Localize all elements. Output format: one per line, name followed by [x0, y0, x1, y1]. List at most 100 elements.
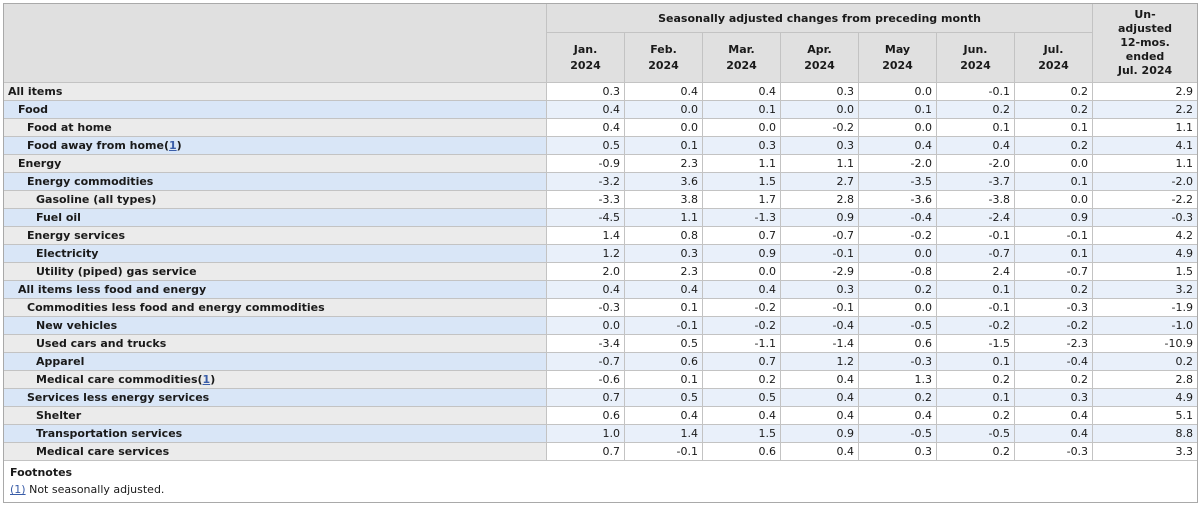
data-cell: -0.2: [937, 317, 1015, 335]
data-cell: 0.2: [937, 371, 1015, 389]
data-cell: 0.4: [547, 281, 625, 299]
row-label: Energy commodities: [4, 173, 547, 191]
row-label: Food away from home(1): [4, 137, 547, 155]
data-cell: -0.1: [937, 227, 1015, 245]
row-label: Commodities less food and energy commodi…: [4, 299, 547, 317]
data-cell: 0.2: [1015, 281, 1094, 299]
data-cell: 0.2: [937, 101, 1015, 119]
data-cell: 0.1: [625, 137, 703, 155]
table-row: Used cars and trucks -3.4 0.5 -1.1 -1.4 0.6 -1…: [4, 335, 1197, 353]
data-cell: 2.8: [781, 191, 859, 209]
data-cell: 0.5: [547, 137, 625, 155]
data-cell: 0.3: [781, 281, 859, 299]
unadjusted-header: Un- adjusted 12-mos. ended Jul. 2024: [1093, 4, 1197, 83]
data-cell: 0.6: [859, 335, 937, 353]
data-cell: 1.2: [547, 245, 625, 263]
data-cell: 0.3: [781, 83, 859, 101]
month-header: Jan. 2024: [547, 33, 625, 83]
unadjusted-cell: 1.1: [1093, 155, 1197, 173]
data-cell: -0.1: [1015, 227, 1094, 245]
table-row: New vehicles 0.0 -0.1 -0.2 -0.4 -0.5 -0.2 -0.2-…: [4, 317, 1197, 335]
data-cell: -0.3: [547, 299, 625, 317]
data-cell: 0.4: [625, 281, 703, 299]
month-header: May 2024: [859, 33, 937, 83]
footnotes-title: Footnotes: [10, 466, 73, 479]
data-cell: 0.1: [703, 101, 781, 119]
data-cell: -0.3: [1015, 443, 1094, 461]
unadjusted-cell: 4.1: [1093, 137, 1197, 155]
unadjusted-cell: 3.2: [1093, 281, 1197, 299]
data-cell: 1.1: [781, 155, 859, 173]
data-cell: 0.1: [937, 353, 1015, 371]
footnotes-list: (1) Not seasonally adjusted.: [10, 483, 1197, 496]
row-label: Fuel oil: [4, 209, 547, 227]
data-cell: -1.5: [937, 335, 1015, 353]
unadjusted-cell: -2.0: [1093, 173, 1197, 191]
data-cell: 0.4: [1015, 407, 1094, 425]
unadjusted-cell: 0.2: [1093, 353, 1197, 371]
data-cell: -2.0: [937, 155, 1015, 173]
data-cell: 0.2: [1015, 137, 1094, 155]
data-cell: 0.2: [1015, 83, 1094, 101]
footnote-marker-link[interactable]: (1): [10, 483, 26, 496]
table-row: Energy commodities -3.2 3.6 1.5 2.7 -3.5 -3.7 0…: [4, 173, 1197, 191]
data-cell: 0.4: [781, 407, 859, 425]
unadjusted-cell: 5.1: [1093, 407, 1197, 425]
stub-header: [4, 4, 547, 83]
data-cell: 0.4: [781, 443, 859, 461]
data-cell: 0.4: [547, 101, 625, 119]
unadjusted-cell: 1.5: [1093, 263, 1197, 281]
data-cell: 0.4: [781, 371, 859, 389]
data-cell: 1.4: [547, 227, 625, 245]
table-row: All items 0.3 0.4 0.4 0.3 0.0 -0.1 0.2 2.9: [4, 83, 1197, 101]
data-cell: 0.4: [781, 389, 859, 407]
data-cell: -1.3: [703, 209, 781, 227]
footnote-link[interactable]: 1: [202, 373, 211, 386]
data-cell: 0.5: [625, 389, 703, 407]
data-cell: -3.8: [937, 191, 1015, 209]
data-cell: 0.4: [625, 407, 703, 425]
data-cell: 0.4: [703, 281, 781, 299]
data-cell: 3.8: [625, 191, 703, 209]
data-cell: 1.4: [625, 425, 703, 443]
data-cell: -0.2: [781, 119, 859, 137]
data-cell: 1.2: [781, 353, 859, 371]
data-cell: 0.7: [547, 389, 625, 407]
table-row: Transportation services 1.0 1.4 1.5 0.9 -0.5-…: [4, 425, 1197, 443]
data-cell: 0.1: [937, 389, 1015, 407]
unadjusted-cell: 8.8: [1093, 425, 1197, 443]
data-cell: -2.0: [859, 155, 937, 173]
row-label: Gasoline (all types): [4, 191, 547, 209]
month-header: Jul. 2024: [1015, 33, 1094, 83]
data-cell: 0.1: [859, 101, 937, 119]
unadjusted-cell: 2.2: [1093, 101, 1197, 119]
data-cell: -0.5: [937, 425, 1015, 443]
table-row: Food 0.4 0.0 0.1 0.0 0.1 0.2 0.2 2.2: [4, 101, 1197, 119]
data-cell: 0.0: [625, 119, 703, 137]
data-cell: 0.0: [703, 119, 781, 137]
footnote-link[interactable]: 1: [168, 139, 177, 152]
data-cell: 0.0: [1015, 191, 1094, 209]
data-cell: 0.3: [625, 245, 703, 263]
data-cell: 1.5: [703, 173, 781, 191]
table-row: Food at home 0.4 0.0 0.0 -0.2 0.0 0.1 0.1 1.1: [4, 119, 1197, 137]
row-label: Energy: [4, 155, 547, 173]
unadjusted-cell: 2.8: [1093, 371, 1197, 389]
cpi-data-table: Seasonally adjusted changes from precedi…: [4, 4, 1197, 461]
unadjusted-cell: 4.9: [1093, 245, 1197, 263]
row-label: Utility (piped) gas service: [4, 263, 547, 281]
month-header: Jun. 2024: [937, 33, 1015, 83]
data-cell: 0.6: [625, 353, 703, 371]
data-cell: -0.1: [625, 317, 703, 335]
cpi-table-container: Seasonally adjusted changes from precedi…: [3, 3, 1198, 503]
data-cell: 0.0: [859, 119, 937, 137]
data-cell: -3.3: [547, 191, 625, 209]
data-cell: 0.9: [703, 245, 781, 263]
month-header: Apr. 2024: [781, 33, 859, 83]
unadjusted-cell: 1.1: [1093, 119, 1197, 137]
data-cell: 0.1: [625, 299, 703, 317]
group-header: Seasonally adjusted changes from precedi…: [547, 4, 1094, 33]
data-cell: 0.1: [1015, 119, 1094, 137]
row-label: Medical care commodities(1): [4, 371, 547, 389]
row-label: Food at home: [4, 119, 547, 137]
